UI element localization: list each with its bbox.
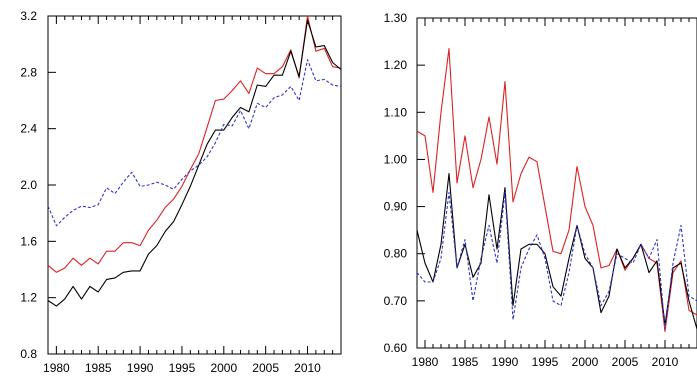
x-tick-label: 2010 (652, 355, 679, 369)
x-tick-label: 1980 (412, 355, 439, 369)
blue-dashed-series-line (47, 59, 342, 227)
x-tick-label: 2000 (210, 361, 237, 375)
black-series-line (416, 173, 697, 330)
x-tick-label: 2005 (612, 355, 639, 369)
x-tick-label: 1985 (85, 361, 112, 375)
blue-dashed-series-line (416, 191, 697, 330)
y-tick-label: 2.8 (20, 65, 37, 79)
y-tick-label: 3.2 (20, 9, 37, 23)
y-tick-label: 1.20 (384, 58, 408, 72)
x-tick-label: 1995 (532, 355, 559, 369)
left-chart-panel: 1980 1985 1990 1995 2000 2005 2010 0.8 1.2 1.6 2.0… (20, 9, 342, 375)
y-tick-label: 1.2 (20, 291, 37, 305)
y-tick-label: 0.60 (384, 341, 408, 355)
y-tick-label: 2.0 (20, 178, 37, 192)
x-tick-label: 1995 (169, 361, 196, 375)
x-tick-label: 1990 (492, 355, 519, 369)
y-tick-label: 0.90 (384, 200, 408, 214)
red-series-line (416, 48, 697, 333)
y-tick-label: 1.30 (384, 11, 408, 25)
red-series-line (47, 15, 342, 273)
y-tick-label: 1.6 (20, 234, 37, 248)
x-tick-label: 1985 (452, 355, 479, 369)
y-tick-label: 0.8 (20, 347, 37, 361)
plot-frame (47, 15, 342, 355)
x-tick-label: 2010 (294, 361, 321, 375)
y-tick-label: 2.4 (20, 122, 37, 136)
y-tick-label: 1.00 (384, 152, 408, 166)
right-chart-panel: 1980 1985 1990 1995 2000 2005 2010 0.60 0.70 0.80… (384, 11, 697, 369)
black-series-line (47, 19, 342, 307)
y-tick-label: 0.70 (384, 294, 408, 308)
x-tick-label: 2005 (252, 361, 279, 375)
x-tick-label: 2000 (572, 355, 599, 369)
x-tick-label: 1980 (43, 361, 70, 375)
y-tick-label: 1.10 (384, 105, 408, 119)
x-tick-label: 1990 (127, 361, 154, 375)
y-tick-label: 0.80 (384, 247, 408, 261)
plot-frame (416, 17, 697, 349)
